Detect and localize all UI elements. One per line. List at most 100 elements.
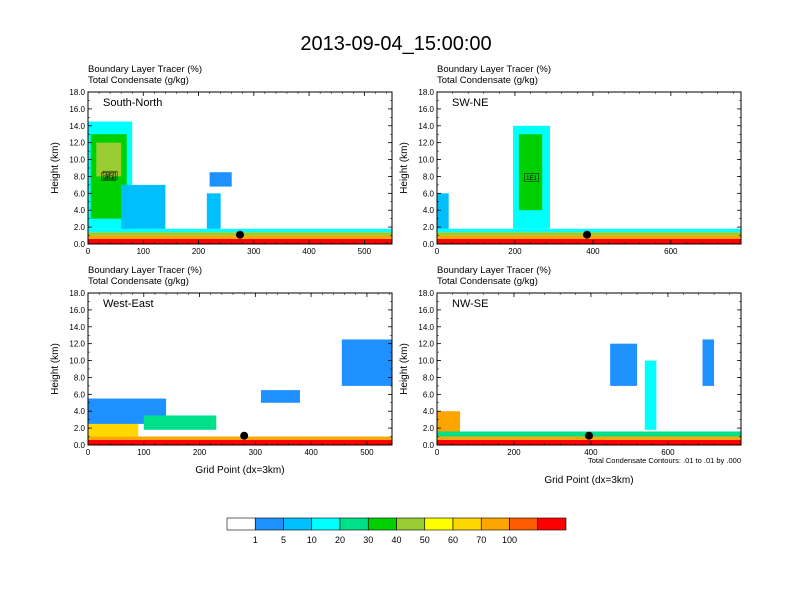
tracer-region [88, 238, 392, 244]
plot-frame [436, 91, 742, 245]
plot-frame [436, 292, 742, 446]
y-tick-label: 14.0 [418, 323, 434, 332]
x-tick-label: 0 [435, 247, 440, 256]
contour-label-box [101, 172, 116, 181]
x-tick-label: 100 [137, 247, 151, 256]
shaded-field [88, 121, 392, 244]
tracer-region [121, 184, 166, 229]
y-tick-label: 8.0 [74, 373, 86, 382]
x-tick-label: 100 [137, 448, 151, 457]
y-tick-label: 12.0 [69, 139, 85, 148]
y-tick-label: 8.0 [423, 172, 435, 181]
x-tick-label: 300 [247, 247, 261, 256]
contour-label-box [102, 170, 118, 180]
tracer-region [88, 228, 392, 233]
y-tick-label: 12.0 [69, 340, 85, 349]
x-tick-label: 300 [249, 448, 263, 457]
tracer-region [143, 415, 217, 430]
y-tick-label: 16.0 [418, 105, 434, 114]
x-tick-label: 600 [664, 247, 678, 256]
tracer-region [88, 439, 392, 445]
y-tick-label: 8.0 [74, 172, 86, 181]
colorbar: 1 5 10 20 30 40 50 60 70 100 [226, 517, 567, 545]
tracer-region [437, 193, 449, 229]
contour-label-box [524, 173, 539, 182]
panel-subtitle: Boundary Layer Tracer (%) [437, 64, 551, 75]
tracer-region [610, 343, 638, 386]
y-tick-label: 0.0 [423, 240, 435, 249]
y-tick-label: 2.0 [423, 424, 435, 433]
y-tick-label: 14.0 [69, 323, 85, 332]
panel-subtitle: Total Condensate (g/kg) [437, 75, 538, 86]
y-tick-label: 10.0 [69, 357, 85, 366]
panel-west-east: Boundary Layer Tracer (%)Total Condensat… [50, 265, 393, 476]
colorbar-swatch [480, 517, 510, 531]
y-tick-label: 16.0 [69, 306, 85, 315]
y-tick-label: 18.0 [418, 88, 434, 97]
panel-label: SW-NE [452, 97, 488, 109]
colorbar-label: 10 [307, 535, 317, 545]
colorbar-swatch [311, 517, 341, 531]
panel-subtitle: Total Condensate (g/kg) [88, 75, 189, 86]
x-axis-label: Grid Point (dx=3km) [544, 475, 633, 486]
tracer-region [437, 238, 741, 244]
y-tick-label: 18.0 [69, 289, 85, 298]
tracer-region [209, 172, 232, 187]
colorbar-swatch [226, 517, 256, 531]
y-tick-label: 10.0 [69, 156, 85, 165]
y-tick-label: 2.0 [423, 223, 435, 232]
x-tick-label: 200 [508, 247, 522, 256]
panel-subtitle: Total Condensate (g/kg) [437, 276, 538, 287]
y-tick-label: 10.0 [418, 156, 434, 165]
shaded-field [437, 339, 741, 445]
tracer-region [260, 390, 300, 403]
colorbar-label: 30 [363, 535, 373, 545]
x-tick-label: 400 [584, 448, 598, 457]
y-tick-label: 2.0 [74, 424, 86, 433]
contour-label: 1E1 [526, 176, 537, 182]
x-tick-label: 500 [358, 247, 372, 256]
tracer-region [96, 142, 122, 177]
colorbar-swatch [283, 517, 313, 531]
y-tick-label: 2.0 [74, 223, 86, 232]
y-tick-label: 4.0 [423, 407, 435, 416]
y-tick-label: 16.0 [69, 105, 85, 114]
y-tick-label: 4.0 [423, 206, 435, 215]
panel-subtitle: Boundary Layer Tracer (%) [88, 64, 202, 75]
panel-subtitle: Boundary Layer Tracer (%) [88, 265, 202, 276]
tracer-region [518, 134, 543, 211]
colorbar-swatch [367, 517, 397, 531]
panel-sw-ne: Boundary Layer Tracer (%)Total Condensat… [399, 64, 742, 256]
tracer-region [644, 360, 657, 430]
y-tick-label: 14.0 [69, 122, 85, 131]
panel-label: South-North [103, 97, 162, 109]
tracer-region [341, 339, 392, 386]
colorbar-label: 50 [420, 535, 430, 545]
y-tick-label: 6.0 [423, 189, 435, 198]
tracer-region [437, 228, 741, 233]
colorbar-label: 40 [391, 535, 401, 545]
location-marker [240, 431, 249, 440]
y-tick-label: 0.0 [423, 441, 435, 450]
x-tick-label: 0 [86, 448, 91, 457]
tracer-region [702, 339, 715, 386]
y-tick-label: 18.0 [69, 88, 85, 97]
colorbar-label: 60 [448, 535, 458, 545]
x-tick-label: 200 [193, 448, 207, 457]
x-tick-label: 0 [435, 448, 440, 457]
colorbar-swatch [396, 517, 426, 531]
location-marker [236, 230, 244, 239]
y-tick-label: 12.0 [418, 139, 434, 148]
y-tick-label: 8.0 [423, 373, 435, 382]
x-tick-label: 200 [192, 247, 206, 256]
tracer-region [88, 436, 392, 440]
shaded-field [88, 339, 392, 445]
x-tick-label: 400 [302, 247, 316, 256]
y-tick-label: 6.0 [423, 390, 435, 399]
y-tick-label: 6.0 [74, 390, 86, 399]
colorbar-label: 5 [281, 535, 286, 545]
location-marker [585, 431, 593, 440]
x-tick-label: 500 [360, 448, 374, 457]
y-axis-label: Height (km) [50, 343, 61, 395]
